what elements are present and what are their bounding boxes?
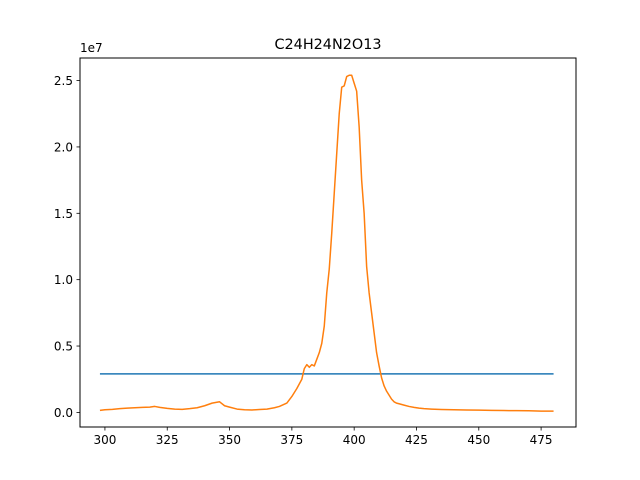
- series-layer: [99, 74, 554, 412]
- x-axis: 300 325 350 375 400 425 450 475: [93, 427, 553, 447]
- x-tick-label: 325: [156, 433, 179, 447]
- y-tick-label: 2.0: [54, 140, 73, 154]
- x-tick-label: 375: [280, 433, 303, 447]
- y-tick-label: 0.5: [54, 340, 73, 354]
- plot-frame: [79, 57, 577, 428]
- x-tick-label: 300: [93, 433, 116, 447]
- x-tick-label: 450: [467, 433, 490, 447]
- y-tick-label: 0.0: [54, 406, 73, 420]
- x-tick-label: 475: [530, 433, 553, 447]
- x-tick-label: 350: [218, 433, 241, 447]
- y-offset-text: 1e7: [80, 41, 103, 55]
- chart-title: C24H24N2O13: [274, 37, 381, 53]
- series-line-2: [99, 74, 554, 412]
- y-tick-label: 1.0: [54, 273, 73, 287]
- y-tick-label: 2.5: [54, 74, 73, 88]
- y-axis: 0.0 0.5 1.0 1.5 2.0 2.5: [54, 74, 80, 420]
- x-tick-label: 400: [343, 433, 366, 447]
- y-tick-label: 1.5: [54, 207, 73, 221]
- x-tick-label: 425: [405, 433, 428, 447]
